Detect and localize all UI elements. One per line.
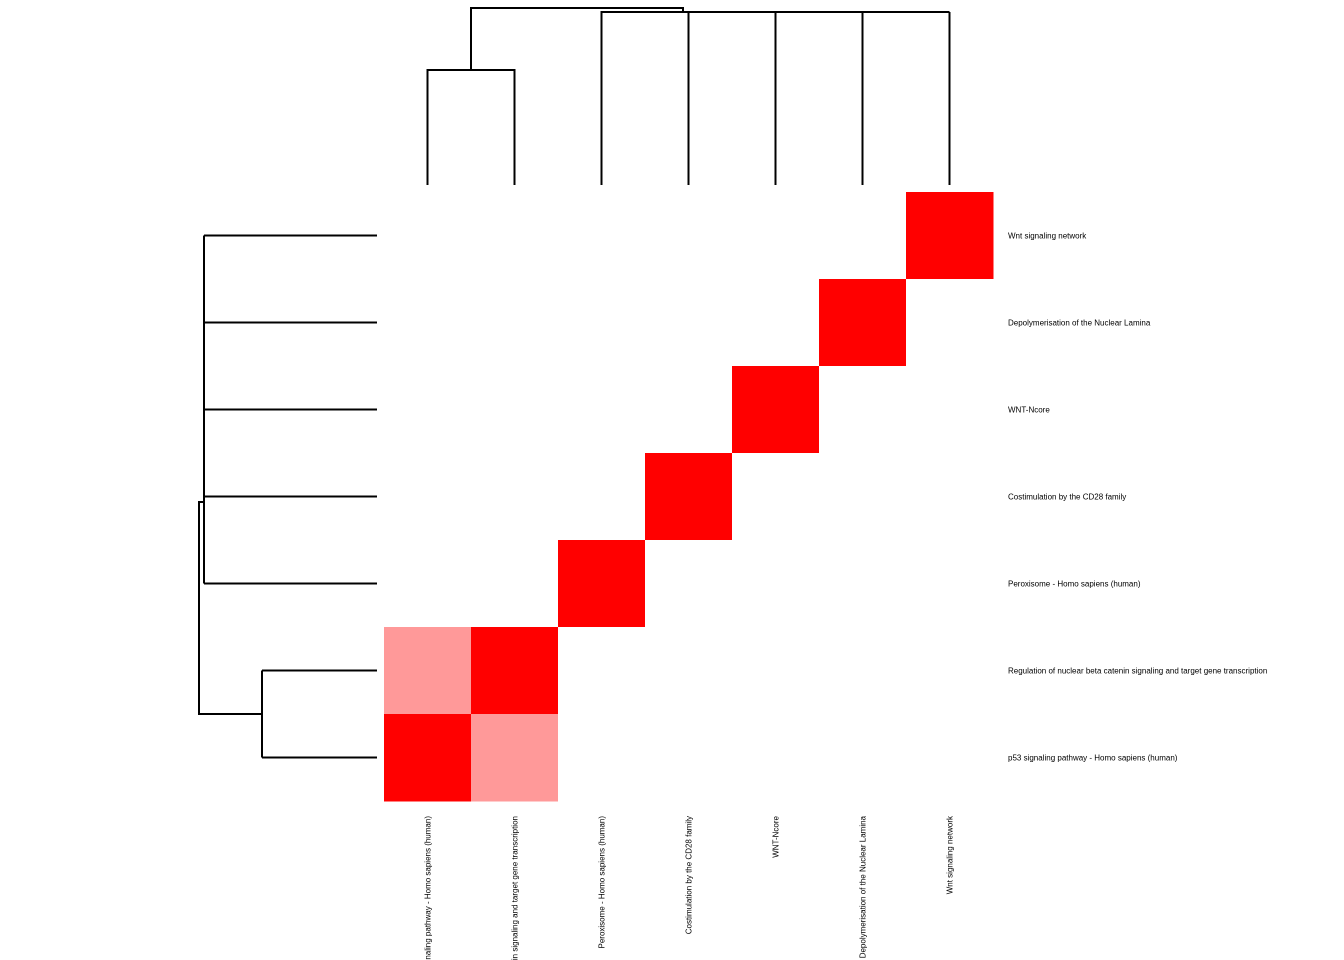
column-dendrogram: [426, 7, 951, 185]
heatmap-cell: [906, 192, 994, 280]
column-dendrogram-link: [600, 11, 950, 185]
row-labels: Wnt signaling network Depolymerisation of…: [1008, 232, 1267, 763]
row-dendrogram-link: [198, 501, 262, 715]
heatmap-cell: [732, 627, 820, 715]
heatmap-cell: [645, 714, 733, 802]
heatmap-cell: [732, 540, 820, 628]
column-label: Costimulation by the CD28 family: [685, 816, 694, 934]
heatmap-cell: [471, 279, 559, 367]
row-dendrogram: [198, 234, 377, 759]
column-label: Peroxisome - Homo sapiens (human): [598, 816, 607, 949]
heatmap-cell: [471, 714, 559, 802]
heatmap-cell: [906, 627, 994, 715]
heatmap-cell: [645, 192, 733, 280]
heatmap-cell: [384, 540, 472, 628]
heatmap-cell: [558, 279, 646, 367]
row-label: p53 signaling pathway - Homo sapiens (hu…: [1008, 754, 1178, 763]
heatmap-cell: [558, 453, 646, 541]
heatmap-cell: [906, 540, 994, 628]
row-label: Peroxisome - Homo sapiens (human): [1008, 580, 1141, 589]
heatmap-cell: [471, 627, 559, 715]
heatmap-cell: [384, 453, 472, 541]
heatmap-cell: [906, 366, 994, 454]
heatmap-cell: [819, 627, 907, 715]
heatmap-cell: [906, 453, 994, 541]
heatmap-cell: [732, 279, 820, 367]
row-label: Wnt signaling network: [1008, 232, 1087, 241]
heatmap-cell: [819, 714, 907, 802]
heatmap-cell: [732, 714, 820, 802]
heatmap-cell: [645, 540, 733, 628]
heatmap-cell: [819, 453, 907, 541]
column-dendrogram-link: [470, 7, 684, 70]
heatmap-cell: [732, 366, 820, 454]
row-label: Regulation of nuclear beta catenin signa…: [1008, 667, 1267, 676]
column-dendrogram-link: [426, 69, 516, 185]
column-label: Regulation of nuclear beta catenin signa…: [511, 816, 520, 960]
heatmap-cell: [558, 192, 646, 280]
heatmap-cell: [819, 279, 907, 367]
heatmap-cell: [732, 453, 820, 541]
heatmap-cell: [558, 366, 646, 454]
heatmap-cell: [558, 627, 646, 715]
heatmap-cell: [819, 366, 907, 454]
heatmap-cell: [558, 714, 646, 802]
column-label: Depolymerisation of the Nuclear Lamina: [859, 815, 868, 958]
heatmap-cell: [906, 279, 994, 367]
heatmap-cell: [558, 540, 646, 628]
heatmap-cell: [384, 192, 472, 280]
row-label: WNT-Ncore: [1008, 406, 1050, 415]
column-label: Wnt signaling network: [946, 815, 955, 894]
heatmap-cell: [471, 540, 559, 628]
heatmap-cell: [384, 366, 472, 454]
heatmap-cell: [819, 540, 907, 628]
column-label: p53 signaling pathway - Homo sapiens (hu…: [424, 816, 433, 960]
column-label: WNT-Ncore: [772, 815, 781, 857]
heatmap-cells: [384, 192, 994, 802]
heatmap-cell: [384, 279, 472, 367]
heatmap-cell: [471, 366, 559, 454]
heatmap-cell: [906, 714, 994, 802]
heatmap-cell: [384, 714, 472, 802]
heatmap-cell: [732, 192, 820, 280]
heatmap-cell: [645, 279, 733, 367]
heatmap-cell: [471, 192, 559, 280]
heatmap-cell: [819, 192, 907, 280]
column-labels: p53 signaling pathway - Homo sapiens (hu…: [424, 815, 955, 960]
heatmap-cell: [645, 366, 733, 454]
heatmap-cell: [645, 453, 733, 541]
row-label: Costimulation by the CD28 family: [1008, 493, 1126, 502]
heatmap-cell: [471, 453, 559, 541]
heatmap-cell: [645, 627, 733, 715]
row-label: Depolymerisation of the Nuclear Lamina: [1008, 319, 1151, 328]
heatmap-cell: [384, 627, 472, 715]
